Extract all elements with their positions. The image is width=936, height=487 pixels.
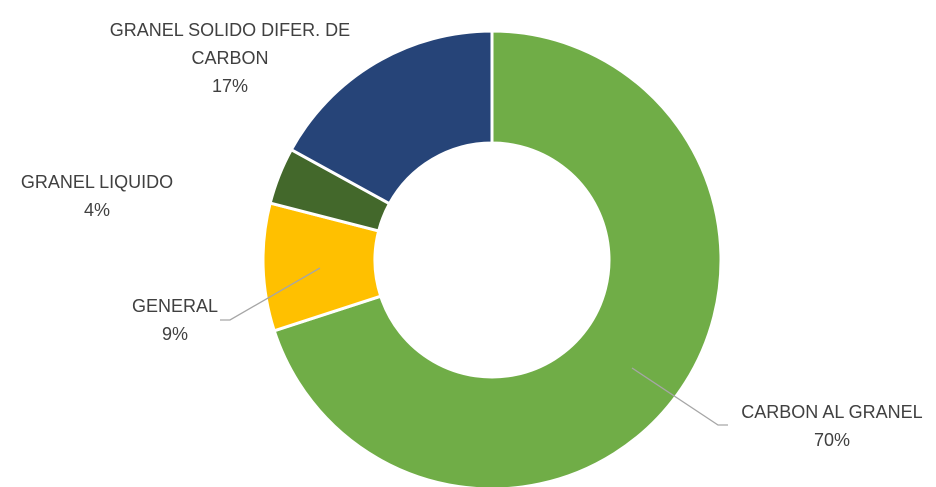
donut-slice (289, 29, 494, 206)
data-label: GRANEL LIQUIDO 4% (0, 168, 207, 224)
percent-label: 17% (211, 76, 249, 96)
leader-line (631, 367, 728, 426)
category-label: CARBON AL GRANEL (741, 402, 923, 422)
percent-label: 4% (83, 200, 110, 220)
percent-label: 9% (161, 324, 188, 344)
data-label: GRANEL SOLIDO DIFER. DE CARBON 17% (90, 16, 370, 100)
data-label: CARBON AL GRANEL 70% (722, 398, 936, 454)
data-label: GENERAL 9% (75, 292, 275, 348)
category-label: GRANEL LIQUIDO (20, 172, 174, 192)
category-label: GRANEL SOLIDO DIFER. DE CARBON (109, 20, 351, 68)
percent-label: 70% (813, 430, 851, 450)
donut-slice (272, 29, 723, 487)
leader-line (220, 267, 321, 321)
category-label: GENERAL (131, 296, 219, 316)
